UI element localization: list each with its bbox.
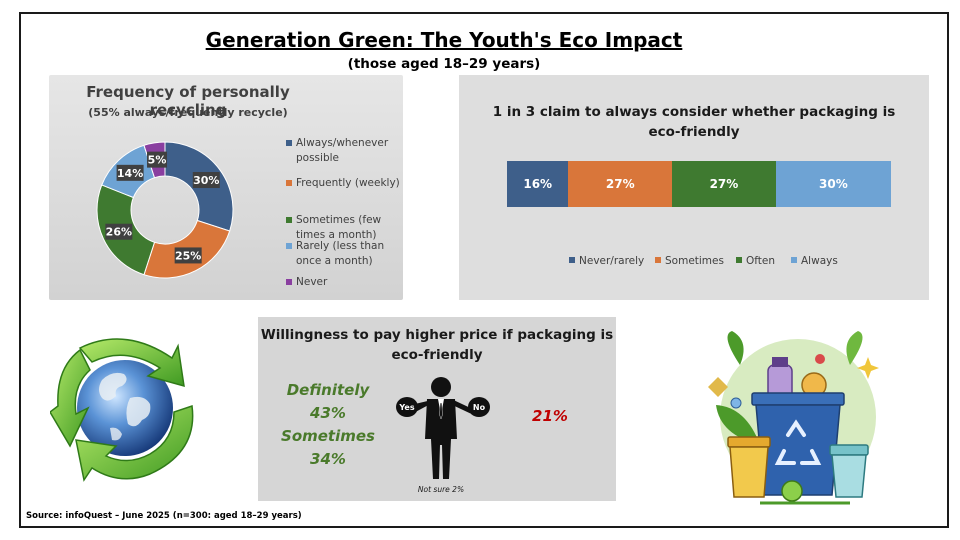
bar-segment-3: 27% <box>672 161 776 207</box>
recycling-chart-panel: Frequency of personally recycling (55% a… <box>49 75 403 300</box>
bar-segment-4: 30% <box>775 161 891 207</box>
legend-label: once a month) <box>296 255 373 267</box>
sometimes-value: 34% <box>310 450 346 468</box>
legend-swatch <box>286 279 292 285</box>
recycling-donut-chart: 30% 25% 26% 14% 5% <box>96 141 234 279</box>
infographic-frame <box>19 12 949 528</box>
legend-label: Sometimes (few <box>296 214 382 226</box>
legend-label: Frequently (weekly) <box>296 177 400 189</box>
no-value: 21% <box>532 407 568 425</box>
willingness-title: Willingness to pay higher price if packa… <box>260 327 614 363</box>
bar-legend-label: Often <box>746 255 776 267</box>
person-holding-signs-icon: Yes No <box>396 377 490 479</box>
definitely-value: 43% <box>310 404 346 422</box>
page-title: Generation Green: The Youth's Eco Impact <box>205 28 683 52</box>
legend-label: Always/whenever <box>296 137 389 149</box>
recycling-chart-subtitle: (55% always/frequently recycle) <box>88 106 288 119</box>
svg-text:30%: 30% <box>193 174 219 187</box>
not-sure-label: Not sure 2% <box>417 485 465 494</box>
packaging-chart-panel: 1 in 3 claim to always consider whether … <box>459 75 929 300</box>
definitely-label: Definitely <box>286 381 370 399</box>
legend-label: times a month) <box>296 229 377 241</box>
no-sign-text: No <box>473 403 486 412</box>
willingness-panel: Willingness to pay higher price if packa… <box>258 317 616 501</box>
legend-item-2: Frequently (weekly) <box>286 176 401 191</box>
legend-label: Rarely (less than <box>296 240 385 252</box>
legend-label: possible <box>296 152 339 164</box>
legend-swatch <box>286 140 292 146</box>
bar-legend-swatch <box>655 257 661 263</box>
bar-legend-label: Always <box>801 255 838 267</box>
bar-legend-swatch <box>736 257 742 263</box>
bar-legend-item-1: Never/rarely <box>569 255 644 267</box>
bar-legend-item-4: Always <box>791 255 838 267</box>
legend-swatch <box>286 180 292 186</box>
legend-item-3: Sometimes (few times a month) <box>286 213 401 243</box>
legend-swatch <box>286 217 292 223</box>
source-note: Source: infoQuest – June 2025 (n=300: ag… <box>26 511 302 521</box>
globe-recycle-icon <box>50 338 194 482</box>
bar-legend-item-3: Often <box>736 255 775 267</box>
bar-legend-swatch <box>791 257 797 263</box>
recycling-bins-icon <box>708 331 879 505</box>
sometimes-label: Sometimes <box>281 427 375 445</box>
bar-segment-2: 27% <box>568 161 673 207</box>
recycling-chart-title: Frequency of personally recycling <box>86 83 290 119</box>
donut-label-4: 14% <box>116 164 144 181</box>
legend-swatch <box>286 243 292 249</box>
legend-item-1: Always/whenever possible <box>286 136 401 166</box>
donut-label-5: 5% <box>147 151 168 168</box>
legend-item-5: Never <box>286 275 401 290</box>
svg-text:26%: 26% <box>106 226 132 239</box>
bar-legend-item-2: Sometimes <box>655 255 724 267</box>
bar-legend-label: Sometimes <box>665 255 724 267</box>
bar-legend-swatch <box>569 257 575 263</box>
donut-label-3: 26% <box>105 223 133 240</box>
bar-segment-1: 16% <box>507 161 569 207</box>
page-subtitle: (those aged 18–29 years) <box>347 56 541 72</box>
legend-item-4: Rarely (less than once a month) <box>286 239 401 269</box>
yes-sign-text: Yes <box>398 403 414 412</box>
svg-text:25%: 25% <box>175 249 201 262</box>
packaging-chart-title: 1 in 3 claim to always consider whether … <box>492 104 896 140</box>
svg-text:14%: 14% <box>117 167 143 180</box>
bar-legend-label: Never/rarely <box>579 255 645 267</box>
legend-label: Never <box>296 276 328 288</box>
donut-label-2: 25% <box>174 247 202 264</box>
donut-label-1: 30% <box>192 172 220 189</box>
svg-text:5%: 5% <box>148 154 167 167</box>
